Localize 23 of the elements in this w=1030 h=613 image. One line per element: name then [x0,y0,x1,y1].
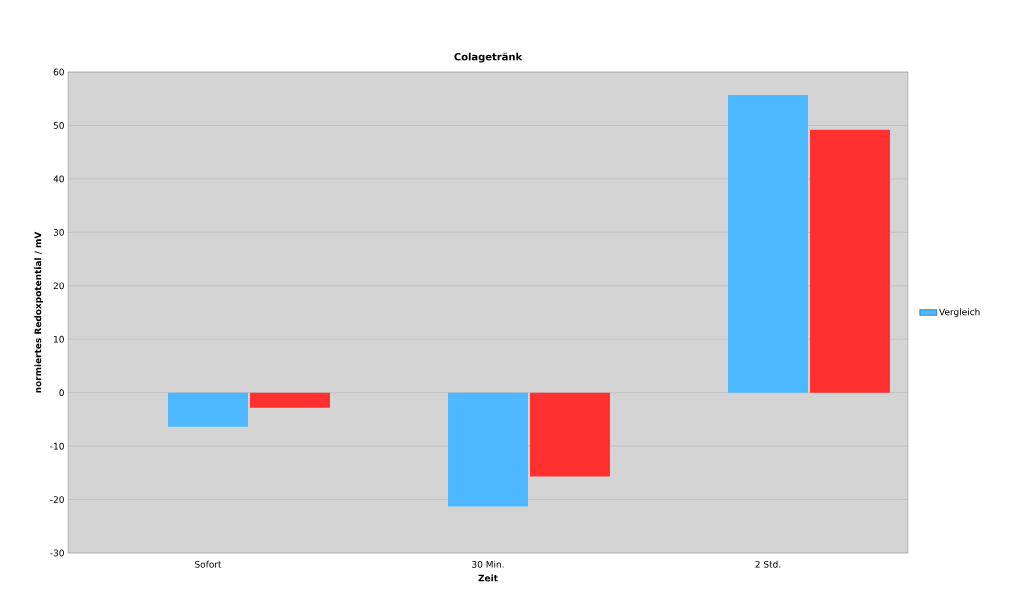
y-tick-label: -30 [50,549,64,557]
y-axis-title: normiertes Redoxpotential / mV [34,231,43,393]
bar [530,392,610,477]
y-tick-label: 10 [54,335,64,343]
bar [728,94,809,393]
bar [168,392,248,427]
y-tick-label: 20 [53,282,64,290]
y-tick-label: 40 [53,175,64,183]
x-tick-label: 2 Std. [755,560,781,568]
y-tick-label: 0 [59,389,64,397]
y-tick-label: 50 [53,122,64,129]
bar [810,129,890,393]
chart-title: Colagetränk [454,52,523,63]
x-tick-label: 30 Min. [472,560,504,568]
y-tick-label: 30 [53,228,64,236]
y-tick-label: 60 [53,68,64,76]
y-tick-label: -20 [50,496,64,503]
legend-label: Vergleich [939,308,980,318]
y-tick-label: -10 [50,442,64,450]
bar [250,392,330,408]
x-axis-title: Zeit [478,574,498,582]
x-tick-label: Sofort [195,560,222,568]
bar [448,392,528,507]
